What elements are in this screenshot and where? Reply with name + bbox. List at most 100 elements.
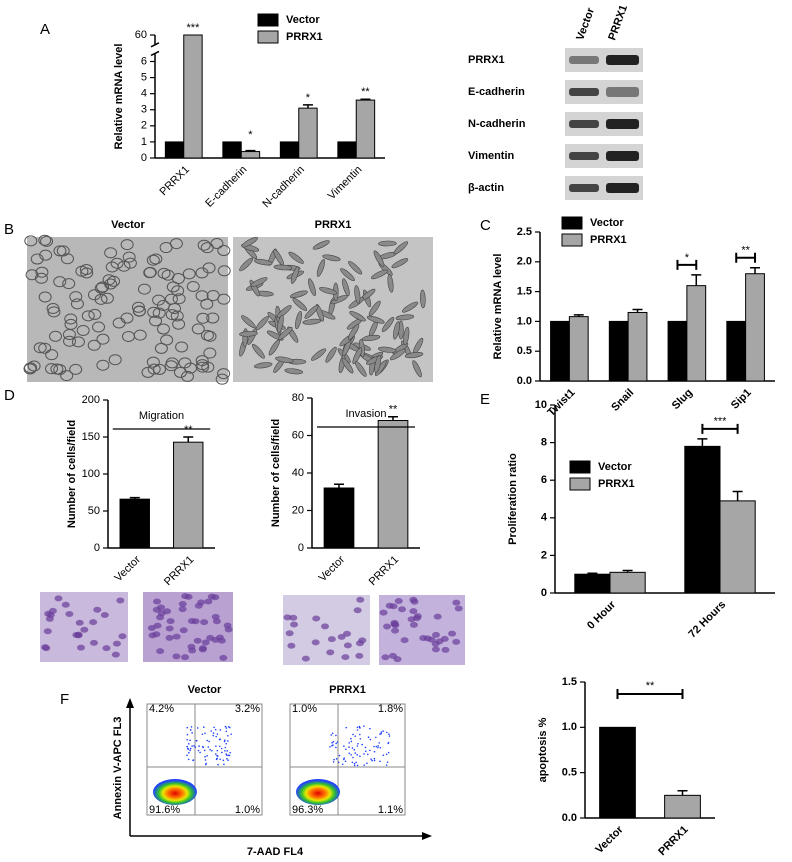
stained-cell xyxy=(400,637,409,644)
event-dot xyxy=(345,726,348,729)
event-dot xyxy=(354,735,356,737)
cell xyxy=(341,357,354,374)
panel-label: C xyxy=(480,217,491,234)
significance: ** xyxy=(389,404,398,416)
event-dot xyxy=(204,732,206,735)
quadrant-percent: 96.3% xyxy=(292,804,323,816)
cell xyxy=(195,290,209,302)
event-dot xyxy=(379,760,381,763)
cell xyxy=(196,312,210,324)
event-dot xyxy=(191,732,193,734)
event-dot xyxy=(203,749,206,752)
cell xyxy=(40,235,54,247)
cell xyxy=(284,368,304,375)
cell xyxy=(393,241,409,255)
stained-cell xyxy=(157,610,166,617)
event-dot xyxy=(363,725,365,727)
stained-cell xyxy=(76,644,85,651)
cell xyxy=(133,329,147,341)
event-dot xyxy=(213,726,215,729)
event-dot xyxy=(329,746,331,748)
quadrant-percent: 1.0% xyxy=(292,703,317,715)
event-dot xyxy=(336,741,339,743)
event-dot xyxy=(226,740,229,742)
cell xyxy=(96,359,110,371)
stained-cell xyxy=(153,598,162,605)
y-tick-label: 5 xyxy=(141,71,147,83)
cell xyxy=(239,257,254,272)
event-dot xyxy=(338,754,341,757)
cell xyxy=(122,251,136,263)
event-dot xyxy=(201,733,204,736)
stained-cell xyxy=(148,632,157,639)
event-density xyxy=(153,779,197,805)
cell xyxy=(275,356,294,363)
cell xyxy=(404,352,424,359)
event-dot xyxy=(225,730,228,733)
cell xyxy=(69,291,83,303)
y-tick-label: 150 xyxy=(82,431,100,443)
event-dot xyxy=(218,745,221,748)
legend-label: PRRX1 xyxy=(286,31,323,43)
stained-cell xyxy=(200,619,209,626)
stained-cell xyxy=(72,631,81,638)
event-dot xyxy=(222,759,225,762)
cell xyxy=(210,238,224,250)
event-dot xyxy=(386,731,388,734)
blot-row-label: E-cadherin xyxy=(468,86,525,98)
stained-cell xyxy=(201,639,210,646)
y-axis-label: Number of cells/field xyxy=(66,420,78,528)
cell xyxy=(250,277,268,287)
y-tick-label: 0.5 xyxy=(562,767,577,779)
bar xyxy=(684,445,721,594)
event-dot xyxy=(352,733,354,736)
y-tick-label: 4 xyxy=(141,88,147,100)
stained-cell xyxy=(356,596,365,603)
event-dot xyxy=(387,751,390,754)
panel-label: D xyxy=(4,387,15,404)
cell xyxy=(53,276,67,288)
x-tick-label: PRRX1 xyxy=(157,164,191,198)
cell xyxy=(96,281,110,293)
cell xyxy=(80,267,94,279)
stained-cell xyxy=(172,633,181,640)
event-dot xyxy=(341,763,344,766)
bar xyxy=(377,420,409,549)
legend-label: PRRX1 xyxy=(590,234,627,246)
event-dot xyxy=(377,745,379,747)
event-dot xyxy=(215,745,217,747)
significance: ** xyxy=(361,86,370,98)
event-dot xyxy=(226,757,228,760)
event-dot xyxy=(369,738,372,741)
cell xyxy=(200,329,214,341)
stained-cell xyxy=(432,631,441,638)
event-density xyxy=(296,779,340,805)
event-dot xyxy=(186,754,188,757)
event-dot xyxy=(189,729,192,731)
event-dot xyxy=(189,747,192,750)
sig-bracket xyxy=(616,689,684,699)
cell xyxy=(165,309,179,321)
stained-cell xyxy=(100,612,109,619)
event-dot xyxy=(227,759,229,761)
bar xyxy=(686,285,707,382)
stained-cell xyxy=(410,598,419,605)
event-dot xyxy=(373,745,375,748)
event-dot xyxy=(379,746,382,749)
significance: ** xyxy=(741,245,750,257)
cell xyxy=(170,310,184,322)
y-tick-label: 100 xyxy=(82,468,100,480)
error-bar xyxy=(183,436,194,443)
y-tick-label: 50 xyxy=(88,505,100,517)
event-dot xyxy=(363,753,365,755)
stained-cell xyxy=(388,652,397,659)
legend-swatch xyxy=(569,460,591,474)
stained-cell xyxy=(390,621,399,628)
stained-cell xyxy=(419,634,428,641)
cell xyxy=(217,265,231,277)
x-tick-label: E-cadherin xyxy=(203,164,249,210)
bar xyxy=(173,441,204,549)
stained-cell xyxy=(337,633,346,640)
cell xyxy=(254,258,273,266)
event-dot xyxy=(382,754,385,757)
